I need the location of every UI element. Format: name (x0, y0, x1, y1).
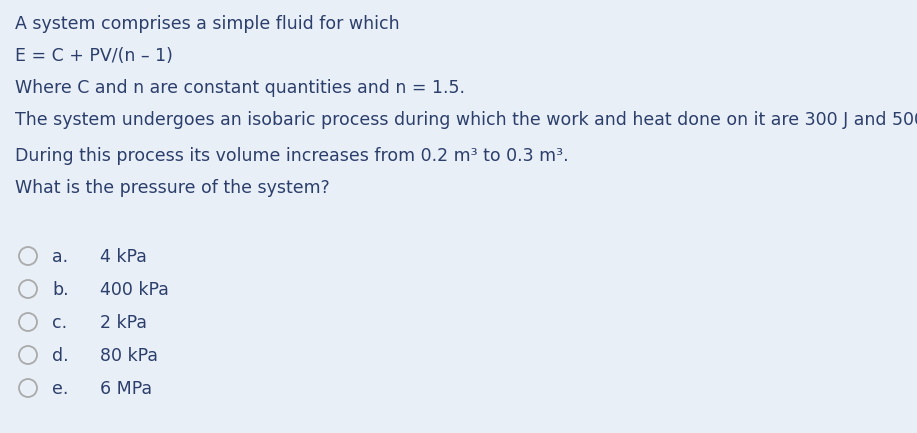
Text: a.: a. (52, 248, 68, 266)
Text: 2 kPa: 2 kPa (100, 314, 147, 332)
Text: A system comprises a simple fluid for which: A system comprises a simple fluid for wh… (15, 15, 400, 33)
Text: 80 kPa: 80 kPa (100, 347, 158, 365)
Text: Where C and n are constant quantities and n = 1.5.: Where C and n are constant quantities an… (15, 79, 465, 97)
Text: c.: c. (52, 314, 67, 332)
Text: The system undergoes an isobaric process during which the work and heat done on : The system undergoes an isobaric process… (15, 111, 917, 129)
Text: d.: d. (52, 347, 69, 365)
Text: During this process its volume increases from 0.2 m³ to 0.3 m³.: During this process its volume increases… (15, 147, 569, 165)
Text: 4 kPa: 4 kPa (100, 248, 147, 266)
Text: 400 kPa: 400 kPa (100, 281, 169, 299)
Text: E = C + PV/(n – 1): E = C + PV/(n – 1) (15, 47, 173, 65)
Text: e.: e. (52, 380, 69, 398)
Text: b.: b. (52, 281, 69, 299)
Text: What is the pressure of the system?: What is the pressure of the system? (15, 179, 330, 197)
Text: 6 MPa: 6 MPa (100, 380, 152, 398)
